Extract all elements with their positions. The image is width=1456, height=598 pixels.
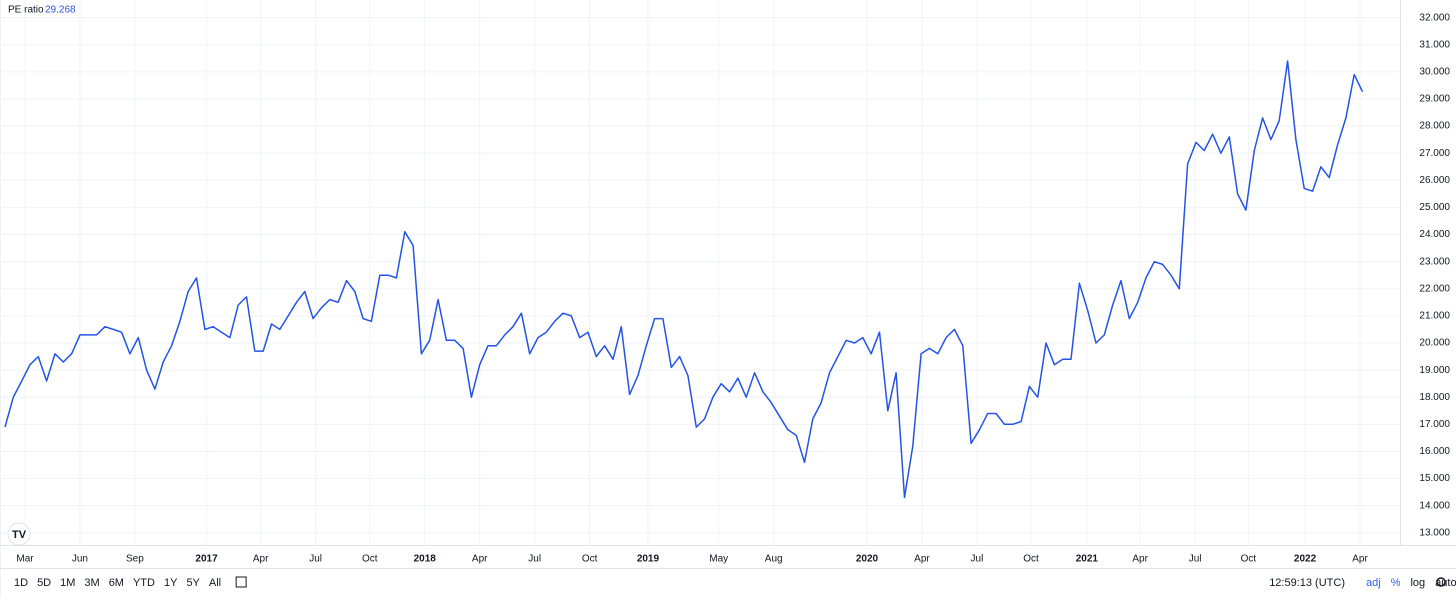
data-line [4, 60, 1364, 499]
x-tick-label: Apr [914, 554, 930, 565]
axis-option[interactable]: adj [1366, 577, 1381, 589]
x-tick-label: Oct [1241, 554, 1257, 565]
range-button[interactable]: 1Y [164, 577, 178, 589]
y-tick-label: 13.000 [1419, 527, 1450, 538]
x-tick-label: Apr [253, 554, 269, 565]
range-button[interactable]: All [209, 577, 221, 589]
y-tick-label: 30.000 [1419, 66, 1450, 77]
x-tick-label: Aug [765, 554, 783, 565]
x-tick-label: 2020 [856, 554, 879, 565]
x-tick-label: Apr [472, 554, 488, 565]
x-tick-label: Jul [971, 554, 984, 565]
range-button[interactable]: 5Y [186, 577, 200, 589]
y-tick-label: 28.000 [1419, 121, 1450, 132]
x-tick-label: 2017 [195, 554, 218, 565]
x-tick-label: Apr [1352, 554, 1368, 565]
y-tick-label: 31.000 [1419, 39, 1450, 50]
y-tick-label: 32.000 [1419, 12, 1450, 23]
y-tick-label: 15.000 [1419, 473, 1450, 484]
settings-icon[interactable] [1436, 577, 1446, 587]
x-tick-label: Jul [309, 554, 322, 565]
x-tick-label: Mar [16, 554, 34, 565]
clock: 12:59:13 (UTC) [1269, 577, 1345, 589]
x-tick-label: Jun [72, 554, 88, 565]
axis-option[interactable]: auto [1435, 577, 1456, 589]
tv-logo: TV [7, 522, 31, 546]
y-tick-label: 14.000 [1419, 500, 1450, 511]
x-tick-label: 2018 [414, 554, 437, 565]
x-tick-label: Oct [362, 554, 378, 565]
range-button[interactable]: 1D [14, 577, 28, 589]
range-button[interactable]: 1M [60, 577, 75, 589]
y-tick-label: 20.000 [1419, 338, 1450, 349]
x-tick-label: Oct [582, 554, 598, 565]
range-button[interactable]: 6M [109, 577, 124, 589]
range-button[interactable]: 5D [37, 577, 51, 589]
x-tick-label: Jul [528, 554, 541, 565]
legend-name: PE ratio [8, 5, 44, 16]
x-tick-label: Sep [126, 554, 144, 565]
axis-option[interactable]: log [1410, 577, 1425, 589]
x-tick-label: May [709, 554, 728, 565]
svg-text:TV: TV [12, 529, 27, 541]
y-tick-label: 27.000 [1419, 148, 1450, 159]
range-button[interactable]: 3M [84, 577, 99, 589]
y-tick-label: 24.000 [1419, 229, 1450, 240]
y-tick-label: 29.000 [1419, 94, 1450, 105]
y-tick-label: 22.000 [1419, 283, 1450, 294]
x-tick-label: Jul [1189, 554, 1202, 565]
y-tick-label: 23.000 [1419, 256, 1450, 267]
x-tick-label: Oct [1023, 554, 1039, 565]
y-tick-label: 16.000 [1419, 446, 1450, 457]
y-tick-label: 19.000 [1419, 365, 1450, 376]
legend-value: 29.268 [45, 5, 76, 16]
x-tick-label: Apr [1132, 554, 1148, 565]
y-tick-label: 25.000 [1419, 202, 1450, 213]
date-range-icon[interactable] [235, 576, 247, 588]
y-tick-label: 26.000 [1419, 175, 1450, 186]
range-button[interactable]: YTD [133, 577, 155, 589]
axis-option[interactable]: % [1391, 577, 1401, 589]
x-tick-label: 2022 [1294, 554, 1317, 565]
x-tick-label: 2019 [637, 554, 660, 565]
y-tick-label: 17.000 [1419, 419, 1450, 430]
y-tick-label: 21.000 [1419, 311, 1450, 322]
x-tick-label: 2021 [1076, 554, 1099, 565]
y-tick-label: 18.000 [1419, 392, 1450, 403]
